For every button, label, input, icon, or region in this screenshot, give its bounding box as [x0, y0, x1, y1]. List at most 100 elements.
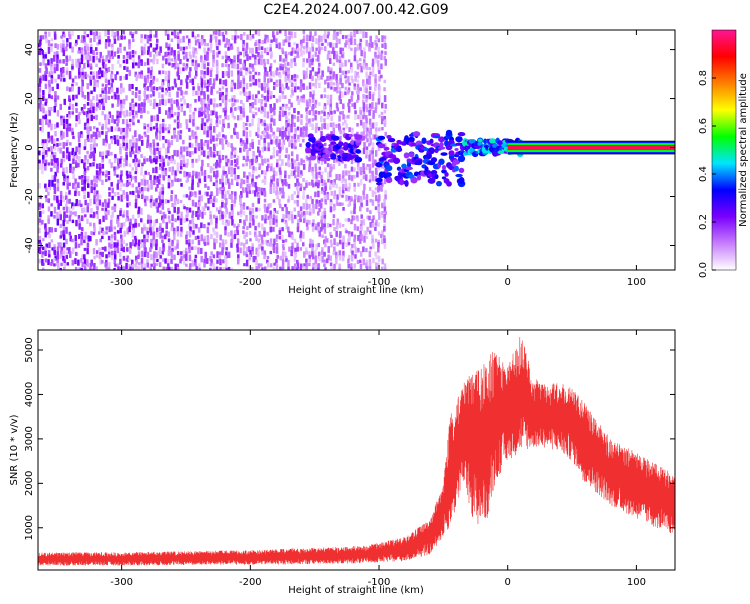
spectrogram-cell	[383, 202, 386, 208]
spectrogram-cell	[149, 155, 152, 162]
spectrogram-cell	[356, 99, 359, 103]
spectrogram-cell	[48, 179, 51, 186]
spectrogram-cell	[140, 110, 143, 114]
spectrogram-cell	[297, 98, 300, 105]
spectrogram-cell	[90, 138, 93, 143]
spectrogram-cell	[207, 150, 210, 157]
spectrogram-cell	[83, 183, 86, 191]
spectrogram-cell	[318, 166, 321, 171]
spectrogram-cell	[105, 131, 108, 136]
spectrogram-cell	[285, 82, 288, 89]
spectrogram-cell	[105, 39, 108, 43]
spectrogram-cell	[302, 231, 305, 239]
spectrogram-cell	[128, 202, 131, 206]
spectrogram-cell	[212, 182, 216, 187]
spectrogram-cell	[176, 71, 179, 77]
spectrogram-cell	[384, 103, 387, 109]
spectrogram-cell	[371, 170, 374, 176]
spectrogram-cell	[71, 86, 74, 92]
spectrogram-cell	[96, 82, 99, 88]
spectrogram-cell	[84, 214, 87, 218]
spectrogram-cell	[117, 163, 120, 169]
spectrogram-cell	[288, 78, 291, 83]
spectrogram-cell	[454, 147, 459, 151]
spectrogram-cell	[219, 114, 222, 119]
spectrogram-cell	[356, 90, 359, 95]
spectrogram-cell	[75, 115, 78, 122]
spectrogram-cell	[273, 110, 276, 116]
spectrogram-cell	[44, 114, 48, 120]
spectrogram-cell	[101, 171, 105, 176]
spectrogram-cell	[149, 30, 152, 36]
spectrogram-cell	[239, 219, 242, 223]
spectrogram-cell	[146, 238, 149, 243]
spectrogram-cell	[275, 70, 278, 76]
spectrogram-cell	[215, 198, 218, 203]
spectrogram-cell	[129, 142, 132, 149]
spectrogram-cell	[242, 130, 246, 137]
spectrogram-cell	[224, 158, 228, 164]
spectrogram-cell	[188, 114, 192, 120]
spectrogram-cell	[377, 247, 380, 253]
spectrogram-cell	[311, 58, 314, 63]
spectrogram-cell	[279, 86, 282, 94]
spectrogram-cell	[236, 155, 240, 159]
spectrogram-cell	[156, 178, 159, 183]
spectrogram-cell	[345, 39, 348, 45]
spectrogram-cell	[191, 246, 194, 251]
spectrogram-cell	[230, 215, 234, 220]
spectrogram-cell	[59, 267, 62, 270]
spectrogram-cell	[89, 71, 93, 75]
spectrogram-cell	[60, 195, 63, 200]
spectrogram-cell	[140, 46, 144, 51]
spectrogram-cell	[260, 187, 263, 195]
spectrogram-cell	[65, 154, 69, 160]
spectrogram-cell	[149, 267, 153, 270]
spectrogram-cell	[119, 182, 123, 187]
spectrogram-cell	[339, 239, 342, 245]
spectrogram-cell	[323, 227, 327, 234]
spectrogram-cell	[134, 202, 138, 209]
spectrogram-cell	[270, 39, 273, 43]
spectrogram-cell	[297, 138, 300, 143]
spectrogram-cell	[278, 230, 282, 235]
spectrogram-cell	[47, 198, 51, 203]
spectrogram-cell	[209, 118, 213, 126]
spectrogram-cell	[41, 251, 45, 255]
spectrogram-cell	[350, 31, 353, 36]
spectrogram-cell	[137, 55, 141, 60]
spectrogram-cell	[227, 39, 231, 44]
spectrogram-cell	[327, 42, 330, 46]
spectrogram-cell	[113, 191, 117, 197]
spectrogram-cell	[191, 183, 194, 190]
spectrogram-cell	[56, 143, 59, 147]
spectrogram-cell	[191, 191, 194, 197]
spectrogram-cell	[159, 210, 162, 215]
spectrogram-cell	[152, 102, 156, 110]
spectrogram-cell	[135, 114, 138, 119]
spectrogram-cell	[87, 262, 90, 268]
spectrogram-cell	[312, 207, 315, 214]
spectrogram-cell	[285, 35, 288, 43]
spectrogram-cell	[174, 246, 177, 251]
spectrogram-cell	[230, 194, 233, 200]
spectrogram-cell	[263, 71, 267, 77]
spectrogram-cell	[80, 134, 84, 139]
spectrogram-cell	[101, 90, 104, 94]
spectrogram-cell	[209, 126, 212, 131]
spectrogram-cell	[237, 74, 240, 82]
spectrogram-cell	[110, 87, 114, 93]
spectrogram-cell	[428, 147, 435, 155]
spectrogram-cell	[302, 218, 306, 224]
spectrogram-cell	[48, 94, 51, 99]
spectrogram-cell	[377, 38, 381, 43]
spectrogram-cell	[62, 226, 66, 232]
spectrogram-cell	[368, 42, 371, 49]
spectrogram-cell	[225, 207, 228, 215]
spectrogram-y-tick-label: 40	[24, 43, 35, 56]
spectrogram-cell	[176, 231, 180, 237]
spectrogram-cell	[90, 186, 93, 194]
spectrogram-cell	[143, 102, 146, 108]
spectrogram-cell	[293, 86, 297, 93]
spectrogram-cell	[144, 78, 147, 85]
